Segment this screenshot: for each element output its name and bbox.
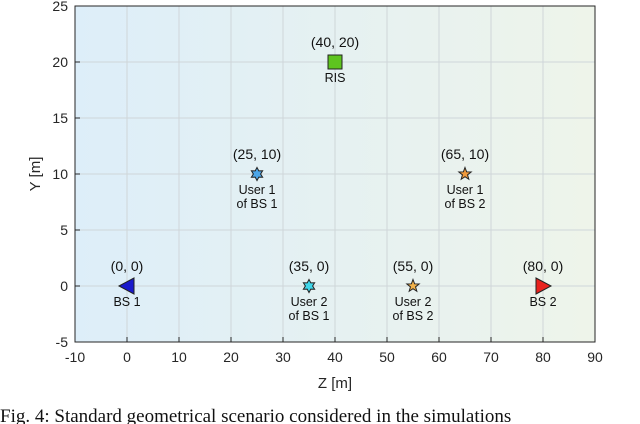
point-name-label: of BS 1 (237, 197, 278, 211)
point-name-label: User 2 (291, 295, 328, 309)
x-tick-label: 50 (379, 349, 395, 365)
y-axis-label: Y [m] (27, 157, 44, 192)
point-name-label: BS 1 (113, 295, 140, 309)
point-coordinate-label: (35, 0) (289, 258, 329, 274)
point-coordinate-label: (65, 10) (441, 146, 489, 162)
x-tick-label: 90 (587, 349, 603, 365)
marker-triangle-left (117, 277, 135, 295)
point-coordinate-label: (55, 0) (393, 258, 433, 274)
marker-hexagram (250, 166, 264, 182)
x-tick-label: 80 (535, 349, 551, 365)
y-tick-label: 10 (52, 166, 68, 182)
x-tick-label: 10 (171, 349, 187, 365)
x-tick-label: 40 (327, 349, 343, 365)
x-tick-label: 20 (223, 349, 239, 365)
scatter-points: (0, 0)BS 1(25, 10)User 1of BS 1(35, 0)Us… (111, 34, 564, 323)
point-coordinate-label: (25, 10) (233, 146, 281, 162)
y-tick-label: 5 (60, 222, 68, 238)
point-name-label: of BS 2 (445, 197, 486, 211)
y-tick-label: -5 (56, 334, 69, 350)
x-tick-label: 0 (123, 349, 131, 365)
point-coordinate-label: (80, 0) (523, 258, 563, 274)
point-name-label: BS 2 (529, 295, 556, 309)
point-coordinate-label: (0, 0) (111, 258, 144, 274)
marker-square (327, 54, 343, 70)
point-name-label: of BS 1 (289, 309, 330, 323)
point-name-label: User 1 (447, 183, 484, 197)
marker-pentagram (457, 166, 473, 181)
marker-pentagram (405, 278, 421, 293)
marker-triangle-right (535, 277, 553, 295)
y-tick-label: 20 (52, 54, 68, 70)
x-axis-label: Z [m] (318, 375, 352, 392)
y-tick-label: 0 (60, 278, 68, 294)
figure-caption: Fig. 4: Standard geometrical scenario co… (0, 406, 512, 424)
marker-hexagram (302, 278, 316, 294)
y-tick-label: 25 (52, 0, 68, 14)
y-tick-label: 15 (52, 110, 68, 126)
point-coordinate-label: (40, 20) (311, 34, 359, 50)
x-axis-ticks: -10 0 10 20 30 40 50 60 70 80 90 (65, 337, 603, 365)
x-tick-label: 30 (275, 349, 291, 365)
point-name-label: User 2 (395, 295, 432, 309)
x-tick-label: -10 (65, 349, 85, 365)
x-tick-label: 70 (483, 349, 499, 365)
point-name-label: of BS 2 (393, 309, 434, 323)
scenario-plot: -10 0 10 20 30 40 50 60 70 80 90 -5 0 5 10 15 20 25 (0, … (27, 0, 603, 392)
point-name-label: User 1 (239, 183, 276, 197)
x-tick-label: 60 (431, 349, 447, 365)
y-axis-ticks: -5 0 5 10 15 20 25 (52, 0, 80, 350)
point-name-label: RIS (325, 71, 346, 85)
